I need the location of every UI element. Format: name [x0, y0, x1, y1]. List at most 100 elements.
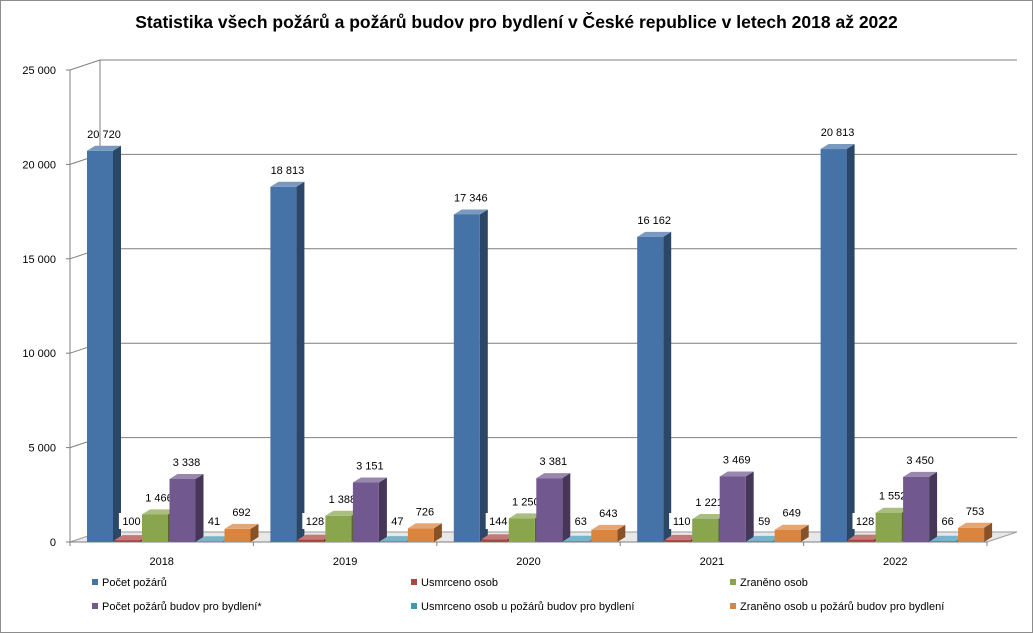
data-label: 753: [966, 506, 984, 518]
bar: [481, 539, 508, 542]
bar-top: [820, 144, 855, 150]
legend-label: Zraněno osob u požárů budov pro bydlení: [740, 601, 944, 613]
data-label: 3 151: [356, 461, 384, 473]
bar-top: [536, 473, 571, 479]
data-label-bg: [571, 513, 591, 529]
bar-top: [903, 471, 938, 477]
x-tick-label: 2020: [516, 556, 540, 568]
bar-side: [296, 181, 305, 543]
legend-swatch: [730, 603, 736, 609]
bar: [903, 476, 930, 542]
bar: [875, 512, 902, 542]
x-tick-label: 2018: [149, 556, 173, 568]
x-tick-label: 2022: [883, 556, 907, 568]
bar-top: [774, 524, 809, 530]
bar: [380, 541, 407, 542]
data-label-bg: [938, 513, 957, 529]
data-label-bg: [852, 513, 878, 529]
bar: [563, 540, 590, 542]
bar: [270, 186, 297, 543]
bar-top: [591, 524, 626, 530]
data-label: 649: [783, 508, 801, 520]
bar-top: [114, 535, 149, 541]
chart-title: Statistika všech požárů a požárů budov p…: [135, 12, 898, 32]
data-label-bg: [485, 513, 511, 529]
data-label-bg: [669, 513, 695, 529]
bar: [87, 150, 113, 542]
bar-top: [692, 513, 727, 519]
legend-label: Usmrceno osob u požárů budov pro bydlení: [421, 601, 634, 613]
data-label-bg: [302, 513, 328, 529]
data-label-bg: [754, 513, 774, 529]
bar-top: [169, 473, 204, 479]
bar-side: [433, 523, 442, 542]
bar-top: [481, 534, 516, 540]
data-label: 1 388: [329, 494, 357, 506]
bar-top: [87, 145, 121, 151]
bar-side: [113, 145, 121, 542]
data-label: 3 450: [906, 455, 934, 467]
y-tick-label: 25 000: [22, 65, 56, 77]
legend-swatch: [411, 603, 417, 609]
bar: [508, 518, 535, 542]
data-label: 20 720: [87, 129, 121, 141]
data-label: 128: [306, 516, 324, 528]
bar-side: [929, 471, 938, 542]
data-label-bg: [118, 513, 145, 529]
bar-top: [875, 507, 910, 513]
y-tick-label: 5 000: [28, 443, 56, 455]
bar-side: [663, 231, 672, 542]
bar-side: [378, 477, 387, 542]
bar-top: [325, 510, 360, 516]
legend-swatch: [92, 579, 98, 585]
bar-side: [562, 473, 571, 542]
bar: [958, 527, 985, 542]
y-tick-label: 15 000: [22, 254, 56, 266]
bar-top: [563, 535, 598, 541]
bar: [453, 214, 480, 543]
y-tick-label: 0: [50, 537, 56, 549]
bar: [664, 539, 691, 542]
data-label: 16 162: [637, 215, 671, 227]
bar: [930, 540, 957, 542]
bar: [142, 514, 168, 542]
bar: [325, 515, 352, 542]
bar: [719, 476, 746, 542]
data-label: 144: [489, 516, 507, 528]
data-label: 63: [575, 516, 587, 528]
bar: [536, 478, 563, 542]
x-tick-label: 2019: [333, 556, 357, 568]
bar: [197, 541, 223, 542]
bar-top: [958, 522, 993, 528]
bar: [774, 529, 801, 542]
data-label: 726: [416, 506, 434, 518]
data-label: 1 221: [695, 497, 723, 509]
bar: [114, 540, 141, 542]
bar: [169, 478, 196, 542]
bar-side: [617, 524, 626, 542]
y-tick-label: 10 000: [22, 348, 56, 360]
legend-label: Usmrceno osob: [421, 577, 498, 589]
data-label: 692: [232, 507, 250, 519]
bar-top: [453, 209, 488, 215]
bar-top: [637, 231, 672, 237]
bar: [297, 539, 324, 542]
data-label: 1 552: [879, 491, 907, 503]
data-label: 20 813: [821, 127, 855, 139]
bar-top: [508, 513, 543, 519]
data-label-bg: [204, 513, 224, 529]
bar-top: [380, 536, 415, 542]
data-label: 3 469: [723, 455, 751, 467]
bar-side: [479, 209, 488, 543]
bar-top: [270, 181, 305, 187]
data-label: 1 250: [512, 496, 540, 508]
bar-top: [930, 535, 965, 541]
x-tick-label: 2021: [700, 556, 724, 568]
data-label: 128: [856, 516, 874, 528]
gridline-side: [69, 59, 101, 71]
data-label: 110: [673, 516, 691, 528]
bar-side: [250, 523, 259, 542]
bar-side: [745, 471, 754, 542]
bar-top: [848, 534, 883, 540]
bar-top: [297, 534, 332, 540]
